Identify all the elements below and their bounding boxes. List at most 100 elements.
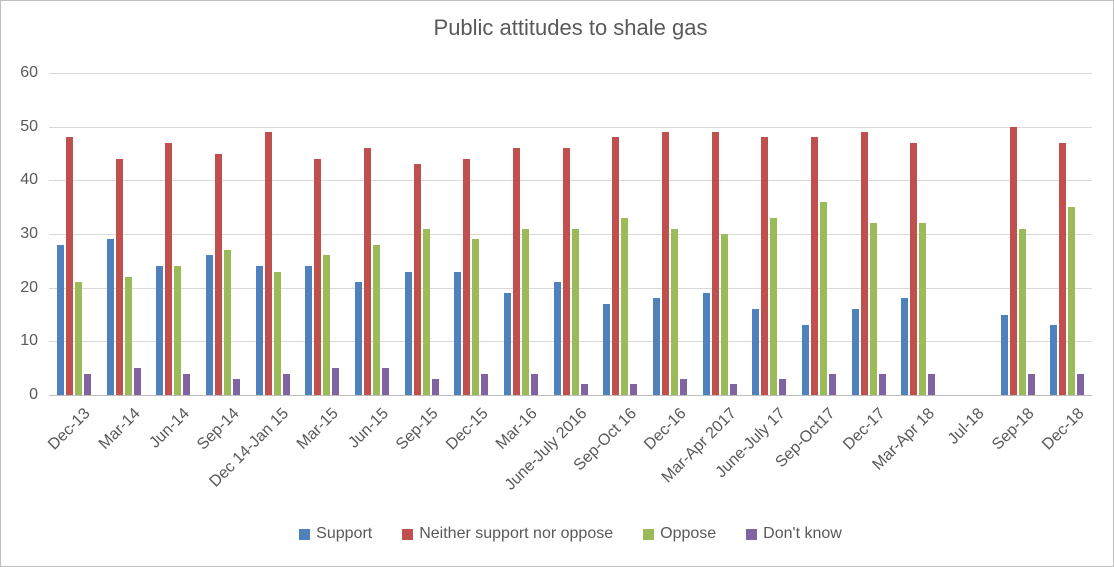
bar-group <box>801 137 836 395</box>
bar-group <box>553 148 588 395</box>
bar-oppose <box>869 223 877 395</box>
bar-don-t-know <box>779 378 787 395</box>
bar-support <box>106 239 114 395</box>
legend-item: Oppose <box>643 525 716 543</box>
bar-don-t-know <box>232 378 240 395</box>
bar-oppose <box>670 228 678 395</box>
bar-group <box>305 158 340 395</box>
bar-neither-support-nor-oppose <box>314 158 322 395</box>
bar-neither-support-nor-oppose <box>810 137 818 395</box>
bar-support <box>354 282 362 395</box>
bar-don-t-know <box>1077 373 1085 395</box>
gridline <box>49 73 1092 74</box>
x-tick-label: Sep-18 <box>989 405 1038 454</box>
y-tick-label: 30 <box>20 225 38 242</box>
bar-group <box>603 137 638 395</box>
legend-label: Support <box>316 525 373 542</box>
bar-support <box>156 266 164 395</box>
x-tick-label: Dec-17 <box>840 405 889 454</box>
bar-oppose <box>621 217 629 395</box>
bar-don-t-know <box>530 373 538 395</box>
x-axis-line <box>49 395 1092 396</box>
bar-support <box>255 266 263 395</box>
bar-oppose <box>1018 228 1026 395</box>
bar-support <box>901 298 909 395</box>
x-tick-label: Sep-15 <box>393 405 442 454</box>
bar-support <box>404 271 412 395</box>
bar-group <box>652 132 687 395</box>
bar-group <box>106 158 141 395</box>
x-tick-label: June-July 2016 <box>501 405 591 494</box>
bar-group <box>255 132 290 395</box>
x-tick-label: Dec-13 <box>45 405 94 454</box>
bar-oppose <box>124 276 132 395</box>
bar-don-t-know <box>133 368 141 395</box>
bar-support <box>56 244 64 395</box>
bar-oppose <box>372 244 380 395</box>
bar-neither-support-nor-oppose <box>661 132 669 395</box>
bar-don-t-know <box>83 373 91 395</box>
bar-don-t-know <box>183 373 191 395</box>
plot-area <box>49 73 1092 396</box>
gridline <box>49 126 1092 128</box>
x-tick-label: Mar-Apr 2017 <box>658 405 740 487</box>
bar-don-t-know <box>679 378 687 395</box>
bar-group <box>503 148 538 395</box>
bar-support <box>503 293 511 395</box>
bar-group <box>851 132 886 395</box>
bar-group <box>1050 142 1085 395</box>
y-tick-label: 10 <box>20 332 38 350</box>
bar-oppose <box>1068 207 1076 395</box>
bar-oppose <box>223 250 231 395</box>
bar-group <box>454 158 489 395</box>
bar-support <box>305 266 313 395</box>
y-tick-label: 50 <box>20 117 38 135</box>
bar-neither-support-nor-oppose <box>512 148 520 395</box>
y-tick-label: 20 <box>20 278 38 296</box>
bar-don-t-know <box>580 384 588 395</box>
x-tick-label: Jun-14 <box>146 405 194 452</box>
bar-group <box>702 132 737 395</box>
x-tick-label: Sep-Oct 16 <box>570 405 641 475</box>
bar-support <box>1000 314 1008 395</box>
x-tick-label: June-July 17 <box>713 405 790 482</box>
bar-group <box>752 137 787 395</box>
bar-neither-support-nor-oppose <box>910 142 918 395</box>
bar-neither-support-nor-oppose <box>612 137 620 395</box>
bar-don-t-know <box>431 378 439 395</box>
gridline <box>49 234 1092 235</box>
bar-support <box>851 309 859 395</box>
bar-neither-support-nor-oppose <box>562 148 570 395</box>
bar-support <box>652 298 660 395</box>
bar-don-t-know <box>481 373 489 395</box>
bar-oppose <box>720 234 728 395</box>
bar-support <box>702 293 710 395</box>
bar-group <box>56 137 91 395</box>
bar-don-t-know <box>928 373 936 395</box>
gridline <box>49 180 1092 182</box>
bar-neither-support-nor-oppose <box>1059 142 1067 395</box>
x-tick-label: Mar-Apr 18 <box>869 405 939 474</box>
x-tick-label: Dec-16 <box>641 405 690 454</box>
y-axis-labels: 0 10 20 30 40 50 60 <box>1 1 44 566</box>
bar-neither-support-nor-oppose <box>363 148 371 395</box>
bar-neither-support-nor-oppose <box>711 132 719 395</box>
x-tick-label: Dec 14-Jan 15 <box>206 405 293 491</box>
bar-group <box>205 153 240 395</box>
legend-label: Neither support nor oppose <box>419 525 614 542</box>
legend-item: Support <box>299 525 372 543</box>
bar-oppose <box>472 239 480 395</box>
bar-oppose <box>919 223 927 395</box>
x-tick-label: Jul-18 <box>945 405 988 448</box>
bar-don-t-know <box>630 384 638 395</box>
bar-oppose <box>174 266 182 395</box>
x-tick-label: Jun-15 <box>345 405 392 452</box>
bar-neither-support-nor-oppose <box>413 164 421 395</box>
legend-swatch-support <box>299 528 311 540</box>
bar-group <box>354 148 389 395</box>
x-tick-label: Sep-Oct17 <box>772 405 839 472</box>
legend-label: Don't know <box>763 525 842 542</box>
bar-support <box>752 309 760 395</box>
bar-neither-support-nor-oppose <box>214 153 222 395</box>
